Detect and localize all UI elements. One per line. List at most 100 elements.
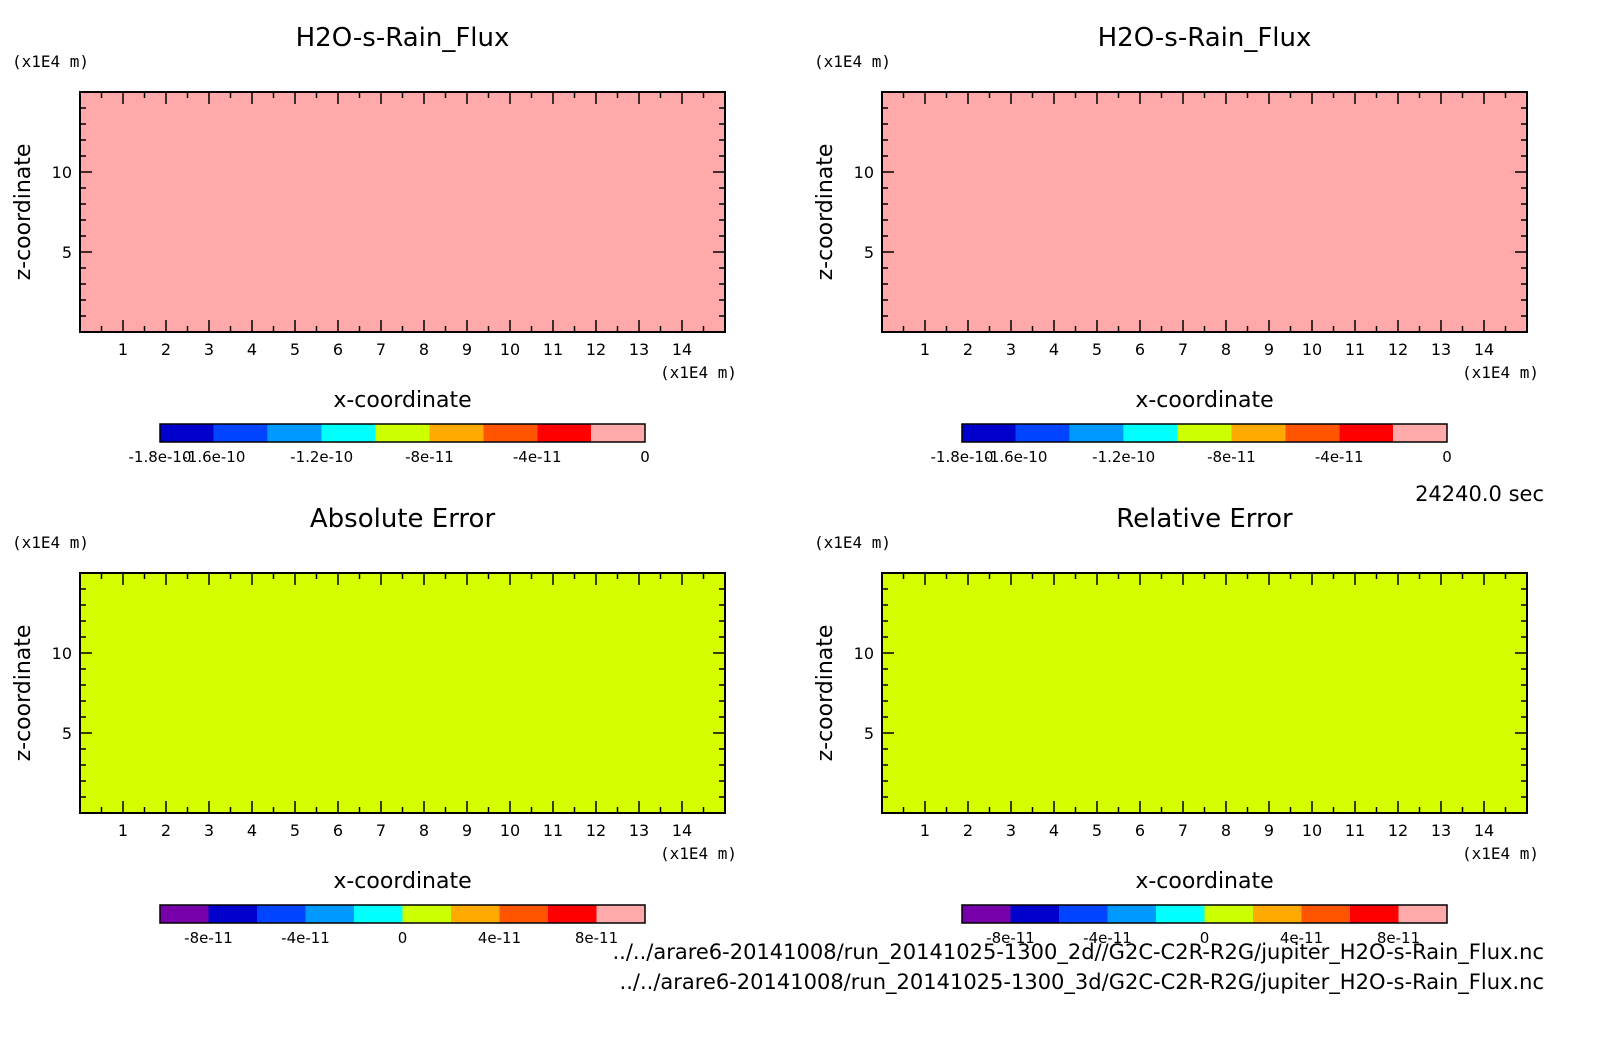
colorbar-swatch: [321, 424, 376, 442]
x-tick-label: 8: [419, 340, 429, 359]
colorbar-tick-label: 0: [1200, 929, 1210, 947]
x-axis-label: x-coordinate: [333, 869, 471, 894]
colorbar-swatch: [1015, 424, 1070, 442]
colorbar-tick-label: -1.2e-10: [1092, 448, 1155, 466]
x-tick-label: 1: [118, 340, 128, 359]
colorbar-swatch: [596, 905, 645, 923]
x-tick-label: 6: [1135, 340, 1145, 359]
x-tick-label: 2: [161, 340, 171, 359]
footer-file-2d: ../../arare6-20141008/run_20141025-1300_…: [612, 940, 1544, 964]
x-unit-label: (x1E4 m): [660, 844, 737, 863]
colorbar-swatch: [1177, 424, 1232, 442]
x-tick-label: 1: [118, 821, 128, 840]
footer-file-3d: ../../arare6-20141008/run_20141025-1300_…: [619, 970, 1544, 994]
x-tick-label: 6: [333, 340, 343, 359]
x-tick-label: 5: [290, 821, 300, 840]
colorbar-swatch: [375, 424, 430, 442]
colorbar-swatch: [429, 424, 484, 442]
heatmap-field: [882, 92, 1527, 332]
y-tick-label: 5: [864, 724, 874, 743]
colorbar-swatch: [257, 905, 306, 923]
colorbar-tick-label: -1.8e-10: [129, 448, 192, 466]
heatmap-field: [882, 573, 1527, 813]
x-tick-label: 12: [586, 821, 606, 840]
y-unit-label: (x1E4 m): [814, 52, 891, 71]
colorbar-tick-label: 8e-11: [575, 929, 618, 947]
y-axis-label: z-coordinate: [11, 144, 36, 281]
y-tick-label: 5: [864, 243, 874, 262]
x-tick-label: 9: [462, 821, 472, 840]
colorbar-swatch: [451, 905, 500, 923]
y-unit-label: (x1E4 m): [12, 533, 89, 552]
colorbar-tick-label: 0: [1442, 448, 1452, 466]
colorbar-frame: [159, 904, 646, 924]
x-tick-label: 6: [1135, 821, 1145, 840]
colorbar-tick-label: -1.6e-10: [984, 448, 1047, 466]
x-tick-label: 14: [672, 821, 692, 840]
colorbar-frame: [961, 904, 1448, 924]
colorbar-frame: [961, 423, 1448, 443]
x-tick-label: 9: [462, 340, 472, 359]
x-unit-label: (x1E4 m): [1462, 363, 1539, 382]
colorbar-swatch: [499, 905, 548, 923]
x-tick-label: 13: [629, 821, 649, 840]
colorbar-tick-label: -8e-11: [184, 929, 233, 947]
colorbar-swatch: [1350, 905, 1399, 923]
colorbar-tick-label: -8e-11: [1207, 448, 1256, 466]
colorbar-swatch: [208, 905, 257, 923]
colorbar-swatch: [1059, 905, 1108, 923]
colorbar-swatch: [160, 905, 209, 923]
x-tick-label: 7: [1178, 821, 1188, 840]
colorbar-swatch: [1107, 905, 1156, 923]
x-tick-label: 1: [920, 821, 930, 840]
x-tick-label: 10: [1302, 340, 1322, 359]
colorbar-tick-label: 8e-11: [1377, 929, 1420, 947]
x-unit-label: (x1E4 m): [660, 363, 737, 382]
x-tick-label: 9: [1264, 340, 1274, 359]
x-unit-label: (x1E4 m): [1462, 844, 1539, 863]
x-axis-label: x-coordinate: [1135, 388, 1273, 413]
x-tick-label: 13: [1431, 340, 1451, 359]
y-tick-label: 10: [52, 644, 72, 663]
x-tick-label: 3: [1006, 340, 1016, 359]
x-tick-label: 10: [500, 340, 520, 359]
colorbar-swatch: [160, 424, 214, 442]
x-tick-label: 13: [629, 340, 649, 359]
y-tick-label: 10: [854, 644, 874, 663]
x-tick-label: 8: [1221, 340, 1231, 359]
colorbar-swatch: [591, 424, 645, 442]
x-tick-label: 6: [333, 821, 343, 840]
y-tick-label: 5: [62, 724, 72, 743]
colorbar-tick-label: -1.6e-10: [182, 448, 245, 466]
colorbar-swatch: [962, 424, 1016, 442]
colorbar-swatch: [1231, 424, 1286, 442]
colorbar-tick-label: -4e-11: [281, 929, 330, 947]
heatmap-field: [80, 573, 725, 813]
x-tick-label: 2: [161, 821, 171, 840]
x-tick-label: 3: [204, 821, 214, 840]
colorbar-tick-label: -1.2e-10: [290, 448, 353, 466]
x-tick-label: 11: [543, 821, 563, 840]
x-tick-label: 8: [1221, 821, 1231, 840]
x-tick-label: 7: [1178, 340, 1188, 359]
chart-panel-3: Absolute Error(x1E4 m)1 2 3 4 5 6 7 8 9 10 11 12 13 1…: [11, 504, 737, 947]
time-label: 24240.0 sec: [1415, 482, 1544, 506]
x-tick-label: 2: [963, 340, 973, 359]
x-tick-label: 5: [1092, 821, 1102, 840]
colorbar-swatch: [1069, 424, 1124, 442]
x-tick-label: 4: [1049, 821, 1059, 840]
x-tick-label: 4: [247, 340, 257, 359]
x-tick-label: 9: [1264, 821, 1274, 840]
colorbar-tick-label: 4e-11: [1280, 929, 1323, 947]
colorbar-swatch: [305, 905, 354, 923]
x-tick-label: 5: [290, 340, 300, 359]
y-axis-label: z-coordinate: [813, 625, 838, 762]
colorbar-swatch: [548, 905, 597, 923]
x-tick-label: 14: [672, 340, 692, 359]
colorbar-swatch: [1398, 905, 1447, 923]
colorbar-tick-label: -8e-11: [986, 929, 1035, 947]
y-tick-label: 10: [854, 163, 874, 182]
y-tick-label: 10: [52, 163, 72, 182]
x-tick-label: 11: [543, 340, 563, 359]
